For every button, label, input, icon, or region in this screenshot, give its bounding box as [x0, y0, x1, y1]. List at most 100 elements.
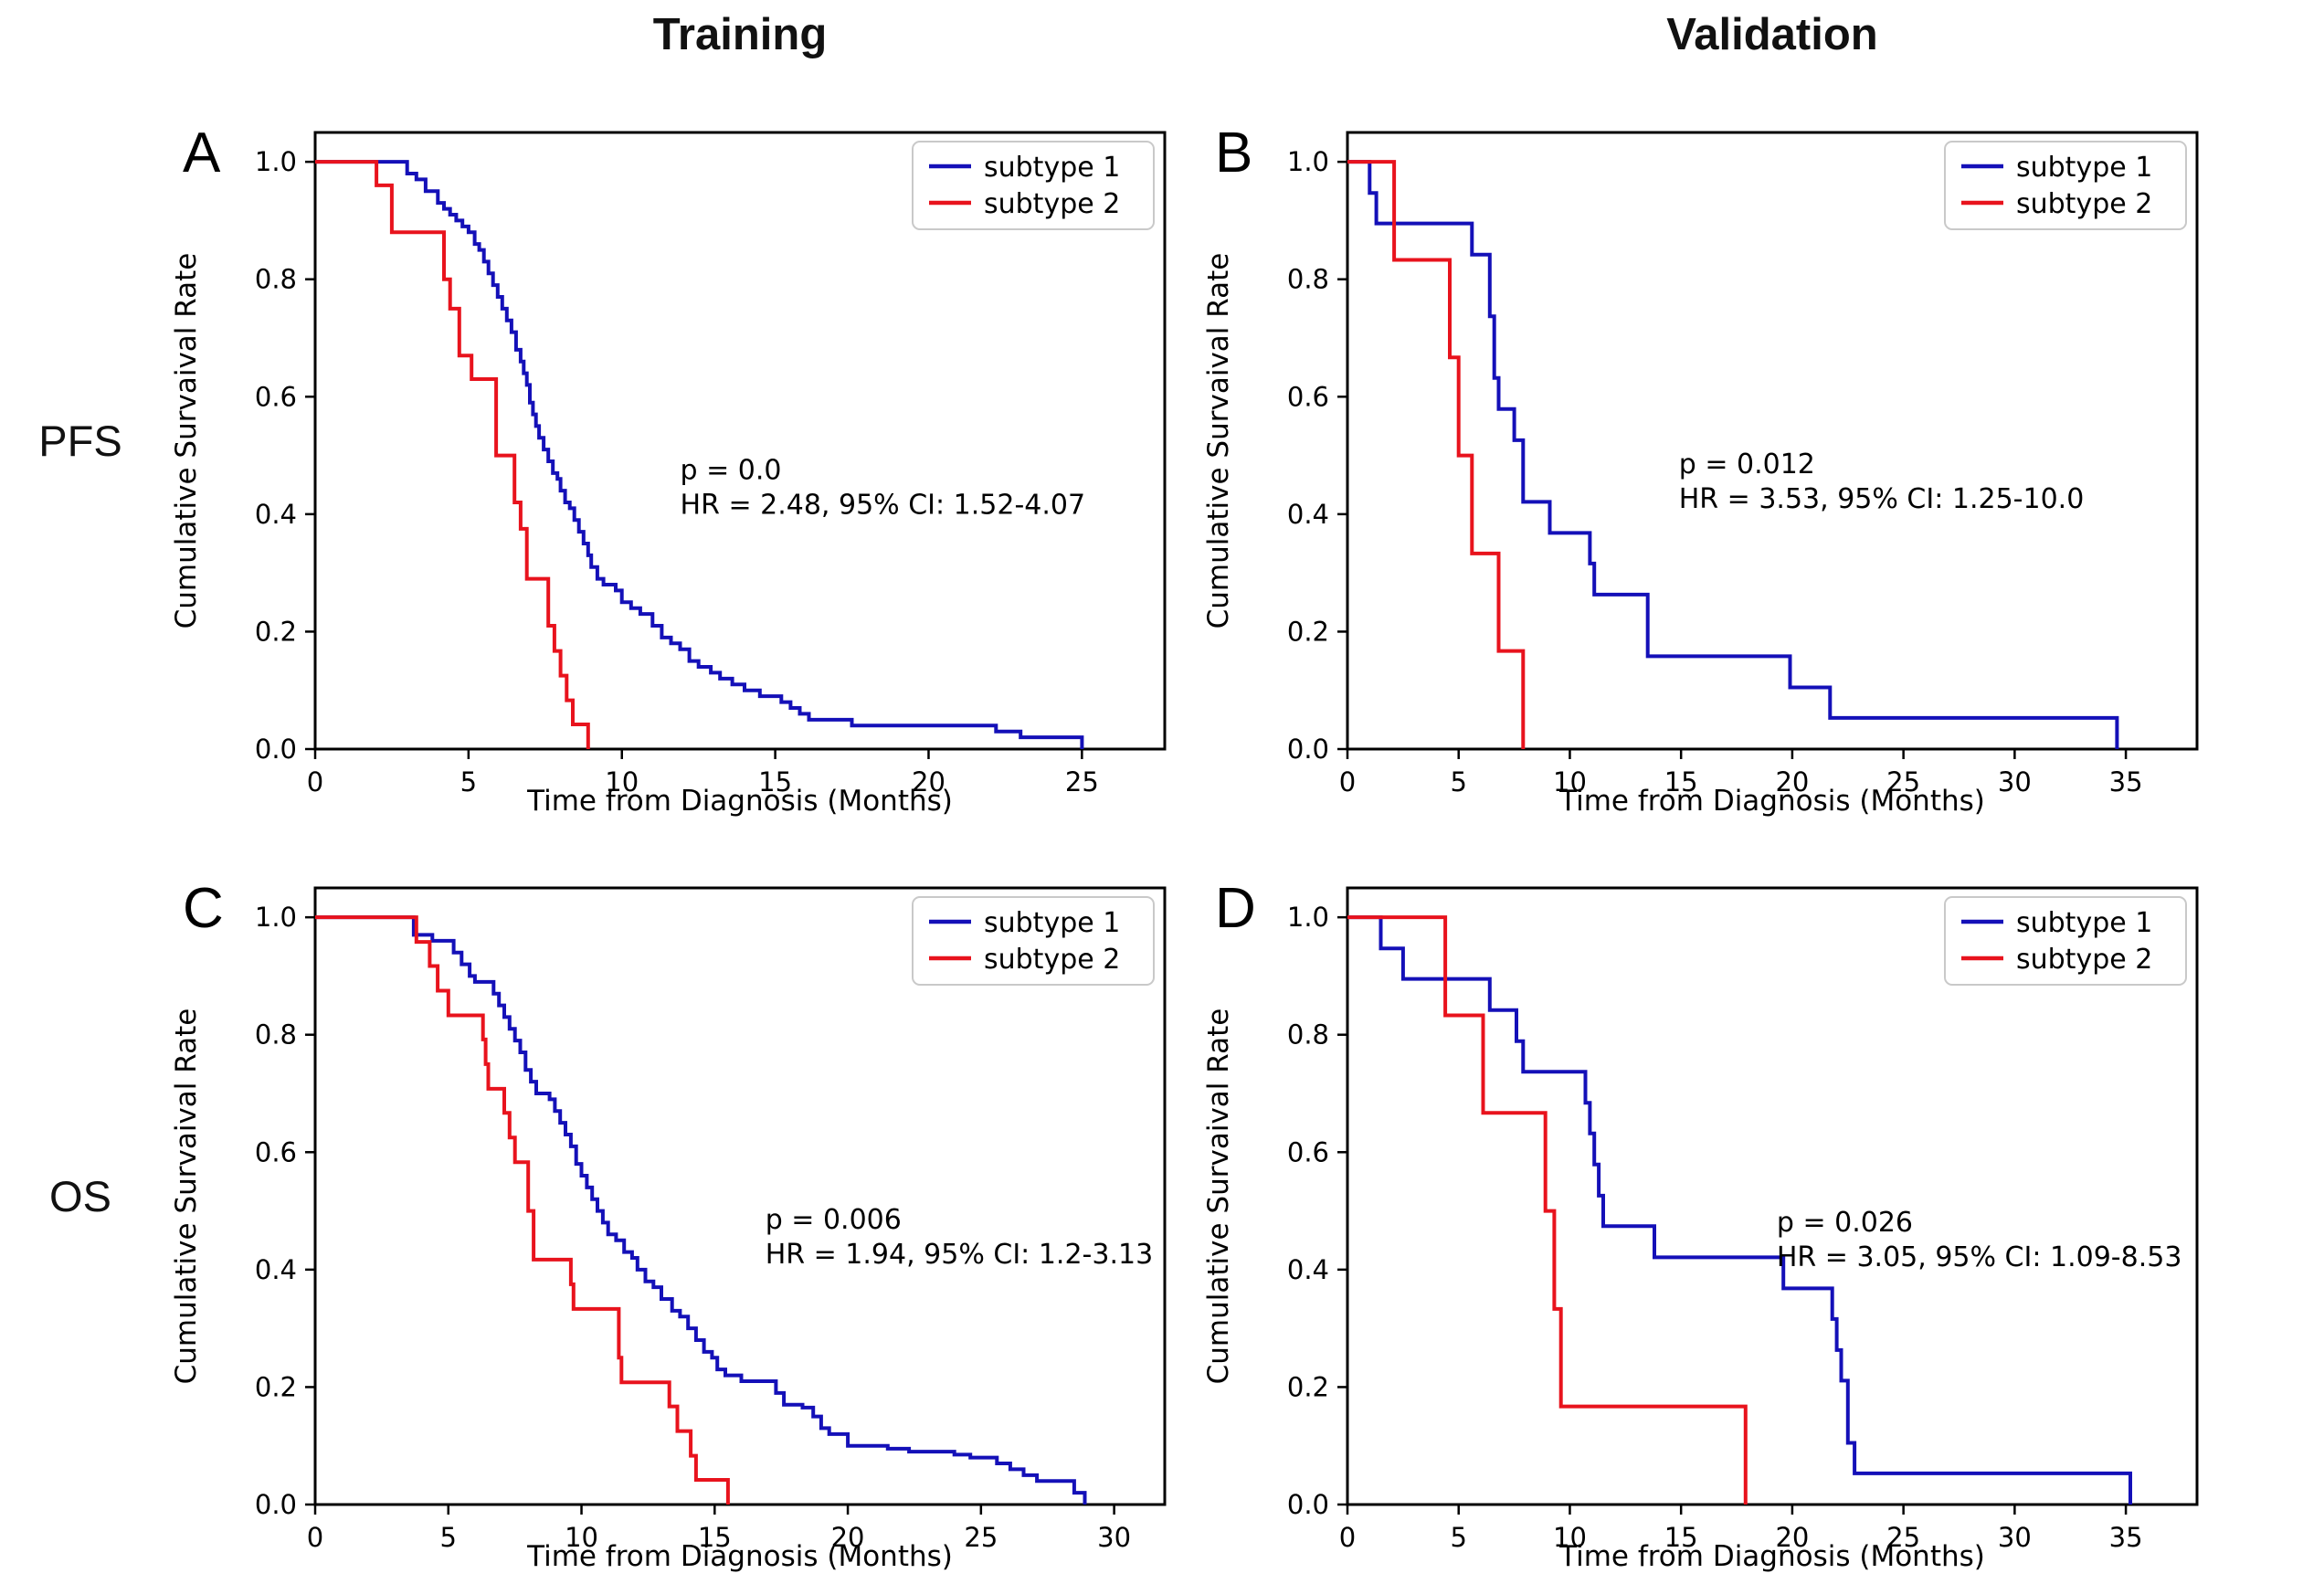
x-tick-label: 20: [1775, 1522, 1809, 1553]
y-tick-label: 0.4: [255, 1254, 297, 1285]
y-tick-label: 0.6: [1287, 381, 1329, 412]
series-subtype-1: [1347, 160, 2119, 749]
y-axis-label: Cumulative Survaival Rate: [170, 253, 203, 629]
y-tick-label: 0.6: [1287, 1136, 1329, 1167]
y-tick-label: 1.0: [255, 146, 297, 177]
x-tick-label: 15: [1664, 1522, 1698, 1553]
x-axis-label: Time from Diagnosis (Months): [526, 1540, 953, 1573]
panel-letter-d: D: [1215, 877, 1256, 940]
y-tick-label: 0.8: [255, 1019, 297, 1051]
axes-frame: [313, 886, 1167, 1506]
legend-box: [912, 896, 1155, 986]
panel-letter-a: A: [183, 121, 221, 185]
x-tick-label: 0: [307, 1522, 323, 1553]
x-tick-label: 0: [1339, 766, 1356, 797]
x-tick-label: 25: [1886, 1522, 1920, 1553]
x-tick-label: 25: [1065, 766, 1099, 797]
panel-c-os-training: C 0 5 10 15 20 25 30 0.0 0.2 0.4 0.6 0.8 1.0 Time fro…: [155, 833, 1178, 1578]
y-tick-label: 0.2: [1287, 616, 1329, 647]
y-tick-label: 0.2: [1287, 1371, 1329, 1402]
y-axis-label: Cumulative Survaival Rate: [1202, 1008, 1235, 1385]
x-tick-label: 5: [460, 766, 477, 797]
x-tick-label: 30: [1998, 766, 2032, 797]
y-tick-label: 0.0: [1287, 734, 1329, 765]
y-tick-label: 0.6: [255, 381, 297, 412]
legend-label: subtype 1: [984, 152, 1120, 184]
x-tick-label: 35: [2109, 1522, 2143, 1553]
x-tick-label: 5: [440, 1522, 457, 1553]
y-axis-label: Cumulative Survaival Rate: [1202, 253, 1235, 629]
annotation-line: p = 0.026: [1777, 1207, 1913, 1239]
x-tick-label: 5: [1451, 1522, 1467, 1553]
y-tick-label: 0.0: [255, 1489, 297, 1520]
panel-b-pfs-validation: B 0 5 10 15 20 25 30 35 0.0 0.2 0.4 0.6 0.8 1.0 Time f…: [1188, 78, 2211, 822]
y-tick-label: 0.4: [1287, 499, 1329, 530]
series-subtype-2: [315, 915, 730, 1505]
y-tick-label: 0.6: [255, 1136, 297, 1167]
y-tick-label: 1.0: [255, 902, 297, 933]
x-tick-label: 10: [565, 1522, 598, 1553]
panel-d-os-validation: D 0 5 10 15 20 25 30 35 0.0 0.2 0.4 0.6 0.8 1.0 Time f…: [1188, 833, 2211, 1578]
legend-label: subtype 2: [984, 944, 1120, 976]
y-tick-label: 0.8: [1287, 264, 1329, 295]
y-tick-label: 0.8: [255, 264, 297, 295]
x-axis-label: Time from Diagnosis (Months): [526, 785, 953, 818]
x-tick-label: 20: [1775, 766, 1809, 797]
x-tick-label: 15: [758, 766, 792, 797]
x-tick-label: 25: [964, 1522, 998, 1553]
x-tick-label: 0: [307, 766, 323, 797]
x-tick-label: 15: [698, 1522, 732, 1553]
y-tick-label: 0.0: [1287, 1489, 1329, 1520]
x-tick-label: 20: [912, 766, 945, 797]
legend-box: [1944, 896, 2187, 986]
x-tick-label: 10: [605, 766, 639, 797]
y-tick-label: 0.4: [1287, 1254, 1329, 1285]
legend-label: subtype 2: [2016, 944, 2152, 976]
y-tick-label: 0.2: [255, 616, 297, 647]
row-label-os: OS: [49, 1172, 111, 1220]
annotation-line: HR = 3.53, 95% CI: 1.25-10.0: [1679, 483, 2085, 515]
y-tick-label: 0.0: [255, 734, 297, 765]
panel-letter-c: C: [183, 877, 224, 940]
x-axis-label: Time from Diagnosis (Months): [1558, 785, 1985, 818]
x-tick-label: 30: [1998, 1522, 2032, 1553]
y-axis-label: Cumulative Survaival Rate: [170, 1008, 203, 1385]
x-tick-label: 0: [1339, 1522, 1356, 1553]
y-tick-label: 0.2: [255, 1371, 297, 1402]
km-chart-pfs-validation: 0 5 10 15 20 25 30 35 0.0 0.2 0.4 0.6 0.8 1.0 Time fro…: [1202, 131, 2199, 818]
y-tick-label: 0.8: [1287, 1019, 1329, 1051]
row-label-pfs: PFS: [38, 417, 122, 465]
column-header-training: Training: [652, 10, 828, 59]
x-tick-label: 5: [1451, 766, 1467, 797]
series-subtype-2: [1347, 915, 1748, 1505]
series-subtype-1: [315, 160, 1084, 749]
series-subtype-2: [1347, 160, 1526, 749]
legend-label: subtype 2: [984, 188, 1120, 220]
series-subtype-2: [315, 160, 590, 749]
x-tick-label: 35: [2109, 766, 2143, 797]
annotation-line: p = 0.0: [681, 454, 782, 486]
column-header-validation: Validation: [1666, 10, 1878, 59]
km-chart-os-validation: 0 5 10 15 20 25 30 35 0.0 0.2 0.4 0.6 0.8 1.0 Time fro…: [1202, 886, 2199, 1573]
annotation-line: HR = 2.48, 95% CI: 1.52-4.07: [681, 489, 1086, 521]
legend-label: subtype 1: [2016, 907, 2152, 939]
x-axis-label: Time from Diagnosis (Months): [1558, 1540, 1985, 1573]
x-tick-label: 15: [1664, 766, 1698, 797]
y-tick-label: 0.4: [255, 499, 297, 530]
legend-box: [1944, 141, 2187, 230]
km-chart-pfs-training: 0 5 10 15 20 25 0.0 0.2 0.4 0.6 0.8 1.0 Time from Di…: [170, 131, 1167, 818]
legend-label: subtype 2: [2016, 188, 2152, 220]
x-tick-label: 10: [1553, 1522, 1587, 1553]
annotation-line: p = 0.012: [1679, 449, 1815, 480]
x-tick-label: 30: [1097, 1522, 1131, 1553]
series-subtype-1: [315, 915, 1087, 1505]
x-tick-label: 20: [831, 1522, 865, 1553]
legend-label: subtype 1: [2016, 152, 2152, 184]
x-tick-label: 25: [1886, 766, 1920, 797]
legend-label: subtype 1: [984, 907, 1120, 939]
y-tick-label: 1.0: [1287, 902, 1329, 933]
annotation-line: p = 0.006: [766, 1204, 902, 1236]
axes-frame: [1346, 131, 2199, 751]
km-chart-os-training: 0 5 10 15 20 25 30 0.0 0.2 0.4 0.6 0.8 1.0 Time from …: [170, 886, 1167, 1573]
